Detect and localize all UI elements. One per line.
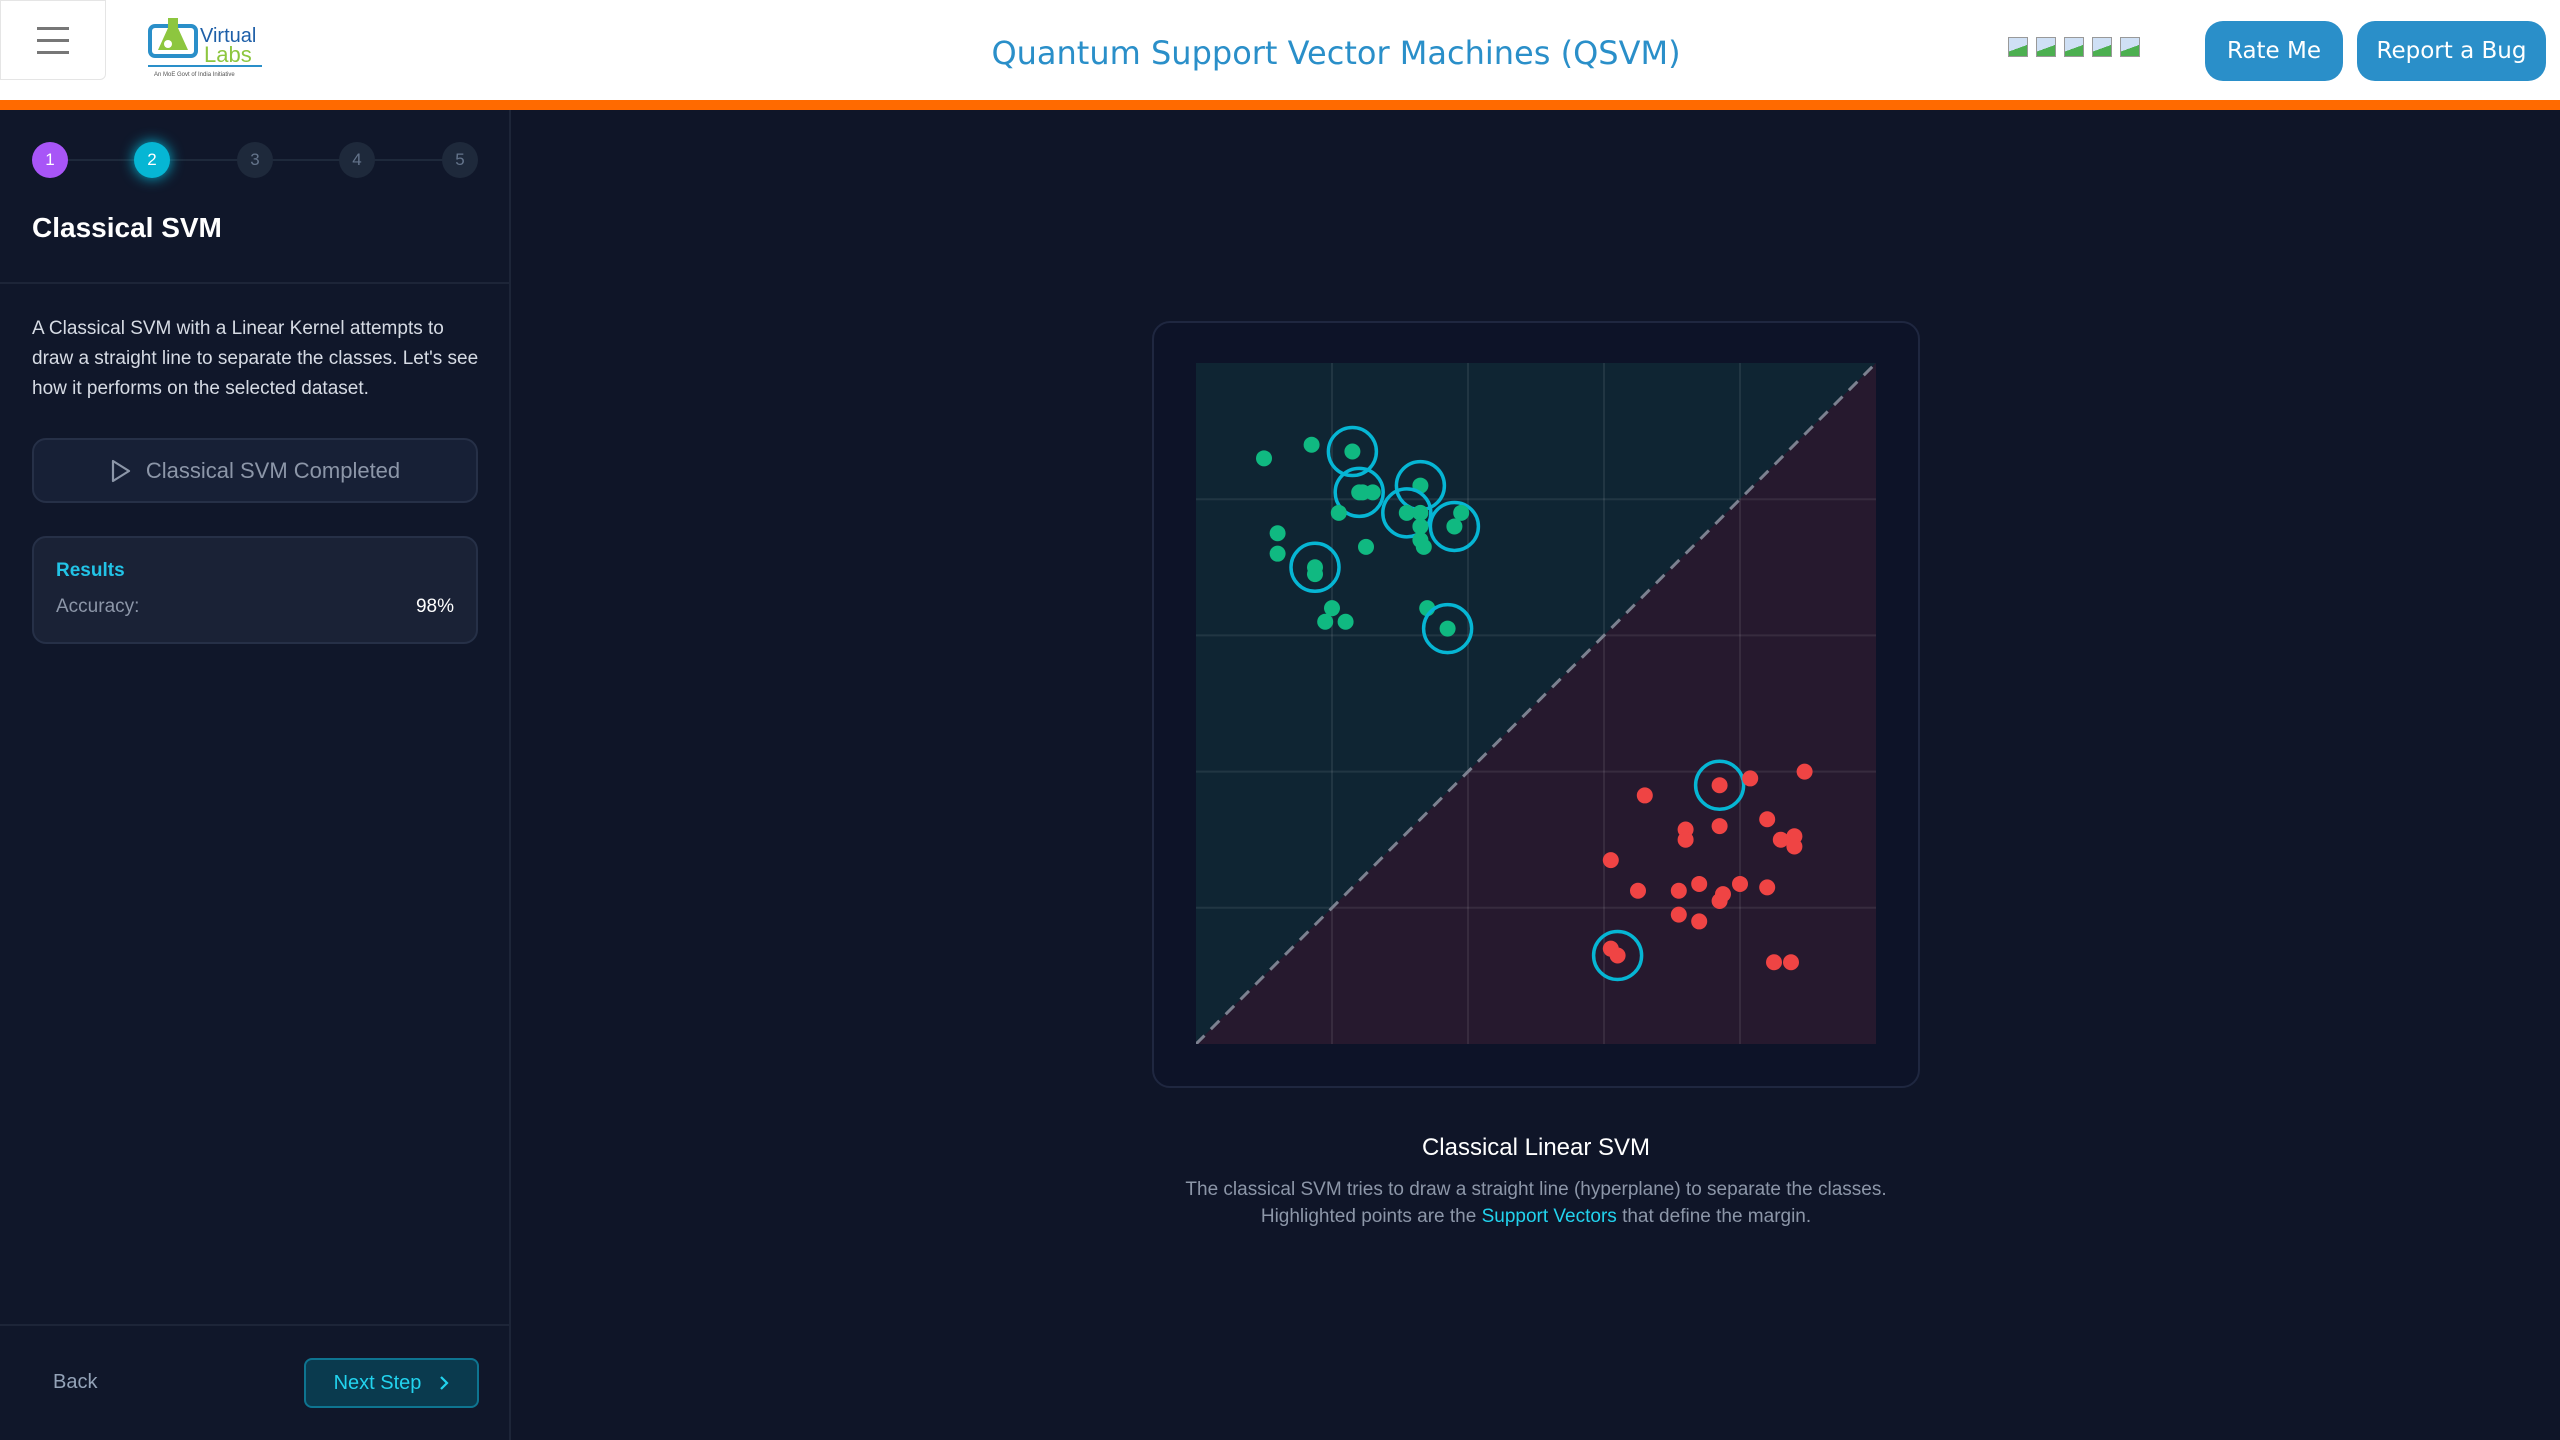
data-point-red	[1636, 787, 1653, 804]
caption-text: that define the margin.	[1616, 1206, 1812, 1227]
data-point-red	[1711, 892, 1728, 909]
data-point-green	[1446, 518, 1463, 535]
data-point-red	[1759, 811, 1776, 828]
step-3[interactable]: 3	[237, 142, 273, 178]
hamburger-menu-button[interactable]	[0, 0, 106, 80]
accuracy-value: 98%	[415, 596, 454, 617]
svg-text:Virtual: Virtual	[200, 25, 256, 47]
data-point-green	[1398, 504, 1415, 521]
data-point-green	[1358, 538, 1374, 555]
broken-image-icon	[2036, 37, 2056, 57]
data-point-green	[1330, 504, 1347, 521]
top-header: Virtual Labs An MoE Govt of India Initia…	[0, 0, 2560, 100]
header-accent-bar	[0, 100, 2560, 110]
results-title: Results	[56, 560, 125, 581]
step-title: Classical SVM	[32, 212, 222, 243]
data-point-red	[1766, 954, 1782, 971]
data-point-red	[1783, 954, 1799, 971]
chart-caption-title: Classical Linear SVM	[1421, 1134, 1651, 1161]
caption-line-1: The classical SVM tries to draw a straig…	[1185, 1179, 1887, 1200]
data-point-green	[1269, 545, 1286, 562]
data-point-green	[1324, 600, 1340, 617]
rate-me-button[interactable]: Rate Me	[2205, 21, 2343, 81]
support-vector-ring	[1333, 466, 1385, 519]
scatter-plot	[1196, 363, 1876, 1044]
data-point-green	[1317, 613, 1334, 630]
report-bug-button[interactable]: Report a Bug	[2357, 21, 2546, 81]
accuracy-label: Accuracy:	[56, 596, 140, 617]
support-vector-ring	[1428, 500, 1481, 553]
data-point-green	[1269, 525, 1286, 542]
play-icon	[111, 459, 130, 482]
back-button[interactable]: Back	[53, 1371, 98, 1393]
broken-image-icon	[2120, 37, 2140, 57]
data-point-red	[1711, 818, 1728, 835]
data-point-red	[1609, 947, 1626, 964]
run-button-label: Classical SVM Completed	[145, 457, 401, 483]
data-point-red	[1786, 838, 1803, 855]
caption-line-2: Highlighted points are the Support Vecto…	[1102, 1203, 1970, 1230]
support-vector-ring	[1591, 929, 1644, 982]
data-point-green	[1364, 484, 1381, 501]
data-point-green	[1303, 436, 1320, 453]
next-step-button[interactable]: Next Step	[304, 1358, 479, 1408]
support-vector-ring	[1289, 541, 1341, 594]
support-vector-ring	[1326, 425, 1379, 478]
data-point-green	[1412, 518, 1429, 535]
footer-divider	[0, 1324, 511, 1326]
data-point-red	[1772, 831, 1789, 848]
step-indicator: 1 2 3 4 5	[32, 142, 478, 178]
broken-image-icon	[2008, 37, 2028, 57]
chart-caption-text: The classical SVM tries to draw a straig…	[1102, 1176, 1970, 1230]
broken-image-icon	[2092, 37, 2112, 57]
data-point-red	[1732, 875, 1748, 892]
broken-image-icon	[2064, 37, 2084, 57]
step-description: A Classical SVM with a Linear Kernel att…	[32, 318, 479, 399]
data-point-green	[1415, 538, 1432, 555]
support-vector-ring	[1381, 487, 1433, 539]
sidebar: 1 2 3 4 5 Classical SVM A Classical SVM …	[0, 110, 511, 1440]
data-point-red	[1602, 852, 1619, 869]
virtual-labs-logo[interactable]: Virtual Labs An MoE Govt of India Initia…	[148, 16, 266, 82]
svg-text:An MoE Govt of India Initiativ: An MoE Govt of India Initiative	[154, 72, 235, 78]
data-point-red	[1691, 875, 1708, 892]
support-vectors-highlight: Support Vectors	[1481, 1206, 1617, 1227]
data-point-green	[1337, 613, 1354, 630]
support-vector-ring	[1421, 602, 1474, 655]
data-point-green	[1307, 566, 1323, 583]
data-point-green	[1256, 450, 1272, 467]
divider	[0, 282, 511, 284]
decision-boundary-line	[1196, 363, 1876, 1044]
chevron-right-icon	[440, 1376, 449, 1390]
data-point-green	[1344, 443, 1361, 460]
data-point-red	[1630, 882, 1646, 899]
data-point-red	[1670, 906, 1687, 923]
data-point-green	[1453, 504, 1470, 521]
support-vector-ring	[1693, 759, 1746, 811]
data-point-red	[1670, 882, 1687, 899]
page-title: Quantum Support Vector Machines (QSVM)	[991, 34, 1681, 72]
run-classical-svm-button[interactable]: Classical SVM Completed	[32, 438, 478, 503]
data-point-green	[1439, 620, 1456, 637]
data-point-red	[1759, 879, 1776, 896]
step-2[interactable]: 2	[134, 142, 170, 178]
data-point-green	[1412, 504, 1429, 521]
data-point-red	[1677, 831, 1694, 848]
next-step-label: Next Step	[333, 1371, 422, 1394]
step-5[interactable]: 5	[442, 142, 478, 178]
results-card: Results Accuracy: 98%	[32, 536, 478, 644]
data-point-red	[1796, 763, 1813, 780]
svg-text:Labs: Labs	[204, 42, 252, 67]
step-1[interactable]: 1	[32, 142, 68, 178]
caption-text: Highlighted points are the	[1260, 1206, 1482, 1227]
data-point-red	[1691, 913, 1708, 930]
step-4[interactable]: 4	[339, 142, 375, 178]
data-point-red	[1742, 770, 1759, 787]
rating-images	[2008, 37, 2140, 57]
data-point-red	[1711, 777, 1728, 794]
